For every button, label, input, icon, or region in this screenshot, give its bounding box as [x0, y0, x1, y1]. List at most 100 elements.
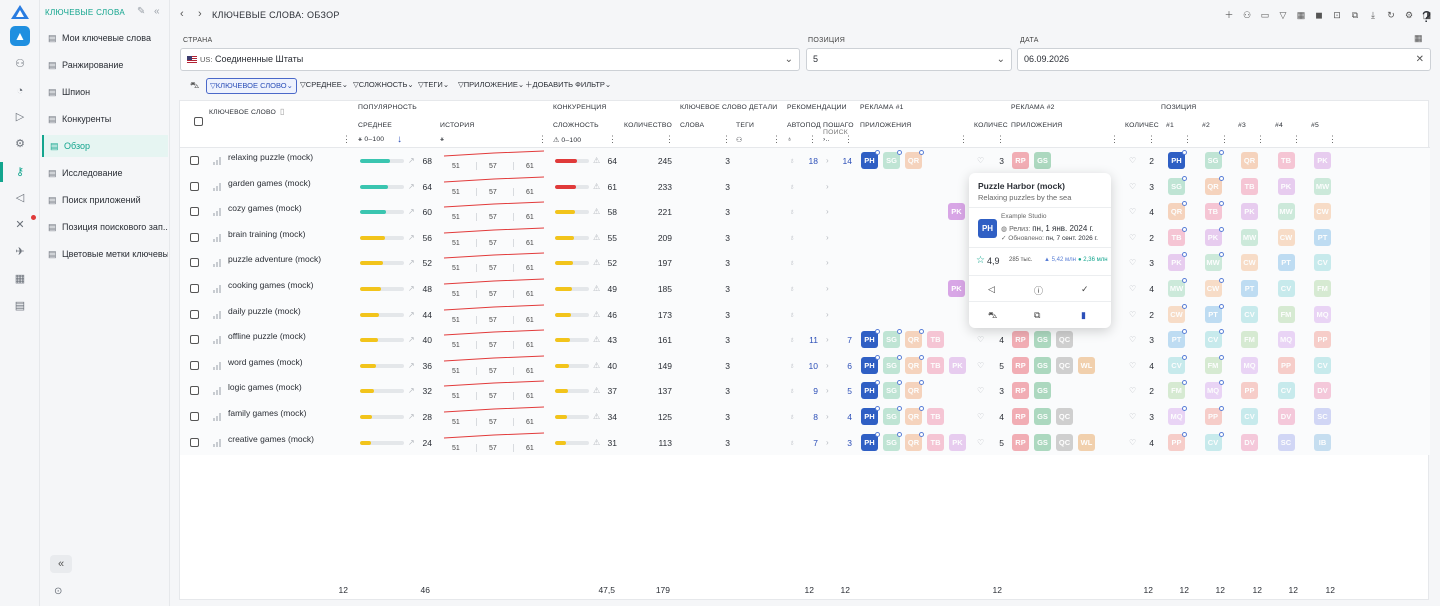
position-app-tile[interactable]: QR	[1168, 203, 1185, 221]
keyword-text[interactable]: relaxing puzzle (mock)	[228, 152, 314, 162]
row-checkbox[interactable]	[190, 386, 199, 396]
ad-app-tile[interactable]: PH	[861, 382, 878, 400]
satellite-icon[interactable]: ✈	[15, 246, 25, 258]
ad-app-tile[interactable]: TB	[927, 408, 944, 425]
ad-app-tile[interactable]: QR	[905, 408, 922, 425]
position-app-tile[interactable]: CV	[1241, 408, 1258, 425]
timer-icon[interactable]: ◔	[16, 85, 24, 97]
filter-chip[interactable]: ▽СЛОЖНОСТЬ⌄	[353, 80, 414, 89]
dashboard-icon[interactable]: ⚇	[15, 58, 25, 70]
column-menu-icon[interactable]: ⋮	[808, 134, 817, 144]
position-app-tile[interactable]: PT	[1204, 305, 1222, 323]
sidebar-item[interactable]: ▤ Исследование	[42, 162, 168, 184]
position-app-tile[interactable]: SG	[1168, 177, 1185, 195]
ad-app-tile[interactable]: QR	[905, 382, 922, 400]
position-app-tile[interactable]: PP	[1314, 331, 1331, 349]
position-app-tile[interactable]: PP	[1277, 356, 1295, 374]
position-app-tile[interactable]: PK	[1204, 228, 1222, 246]
position-app-tile[interactable]: TB	[1277, 152, 1295, 169]
ad2-app-tile[interactable]: QC	[1056, 331, 1073, 349]
column-menu-icon[interactable]: ⋮	[1147, 134, 1156, 144]
stepwise-value[interactable]: 4	[847, 412, 852, 422]
keyword-text[interactable]: creative games (mock)	[228, 433, 314, 444]
column-menu-icon[interactable]: ⋮	[1183, 134, 1192, 144]
table-row[interactable]: logic games (mock) ↗ 32 51 57 61 ⚠ 37 137 3 ♁ 9 › 5 PH…	[180, 378, 1430, 404]
autocomplete-value[interactable]: 9	[813, 386, 818, 397]
settings-icon[interactable]: ⚙	[1404, 10, 1414, 20]
store-icon[interactable]: ▭	[1260, 10, 1270, 20]
hierarchy-icon[interactable]: ⚇	[1242, 10, 1252, 20]
date-input[interactable]: 06.09.2026 ✕	[1017, 48, 1431, 71]
ad2-app-tile[interactable]: QC	[1056, 433, 1073, 451]
ad-app-tile[interactable]: SG	[883, 382, 900, 400]
position-app-tile[interactable]: CV	[1168, 356, 1185, 374]
ad-app-tile[interactable]: PH	[861, 408, 878, 425]
ad-app-tile[interactable]: QR	[905, 433, 922, 451]
position-app-tile[interactable]: CW	[1314, 203, 1331, 221]
position-app-tile[interactable]: DV	[1277, 408, 1295, 425]
focus-icon[interactable]: ⊡	[1333, 10, 1341, 20]
position-app-tile[interactable]: MQ	[1277, 331, 1295, 349]
ad-app-tile[interactable]: PK	[949, 433, 966, 451]
position-app-tile[interactable]: PP	[1241, 382, 1258, 400]
position-app-tile[interactable]: PK	[1241, 203, 1258, 221]
ad2-app-tile[interactable]: WL	[1078, 433, 1095, 451]
stepwise-value[interactable]: 7	[847, 335, 852, 346]
column-menu-icon[interactable]: ⋮	[772, 134, 781, 144]
column-menu-icon[interactable]: ⋮	[342, 134, 351, 144]
keyword-text[interactable]: family games (mock)	[228, 408, 307, 418]
position-app-tile[interactable]: MQ	[1314, 305, 1331, 323]
keyword-text[interactable]: cozy games (mock)	[228, 203, 302, 214]
sidebar-item[interactable]: ▤ Поиск приложений	[42, 189, 168, 211]
back-chevron-icon[interactable]: ‹	[180, 8, 184, 20]
ad-app-tile[interactable]: SG	[883, 408, 900, 425]
ad2-app-tile[interactable]: WL	[1078, 356, 1095, 374]
row-checkbox[interactable]	[190, 258, 199, 268]
position-app-tile[interactable]: FM	[1204, 356, 1222, 374]
position-app-tile[interactable]: CW	[1241, 254, 1258, 272]
ad2-app-tile[interactable]: QC	[1056, 356, 1073, 374]
column-menu-icon[interactable]: ⋮	[996, 134, 1005, 144]
position-app-tile[interactable]: CV	[1204, 331, 1222, 349]
column-menu-icon[interactable]: ⋮	[844, 134, 853, 144]
position-app-tile[interactable]: MW	[1314, 177, 1331, 195]
position-app-tile[interactable]: PT	[1168, 331, 1185, 349]
ad2-app-tile[interactable]: RP	[1012, 152, 1029, 169]
keyword-text[interactable]: offline puzzle (mock)	[228, 331, 306, 342]
position-app-tile[interactable]: SC	[1314, 408, 1331, 425]
car-icon[interactable]: ⛍	[190, 80, 200, 90]
table-row[interactable]: puzzle adventure (mock) ↗ 52 51 57 61 ⚠ 52 197 3 ♁…	[180, 250, 1430, 276]
ad-app-tile[interactable]: QR	[905, 152, 922, 169]
position-app-tile[interactable]: CV	[1314, 356, 1331, 374]
panel-icon[interactable]: ◨	[1422, 10, 1432, 20]
table-row[interactable]: cooking games (mock) ↗ 48 51 57 61 ⚠ 49 185 3 ♁ › PK…	[180, 276, 1430, 302]
position-app-tile[interactable]: MW	[1168, 280, 1185, 297]
info-icon[interactable]: ⓘ	[1034, 286, 1044, 296]
settings-gear-icon[interactable]: ⚙	[15, 138, 25, 150]
autocomplete-value[interactable]: 10	[808, 360, 818, 371]
copy-icon[interactable]: ⧉	[1351, 10, 1359, 20]
position-app-tile[interactable]: TB	[1241, 177, 1258, 195]
keyword-text[interactable]: garden games (mock)	[228, 177, 311, 188]
column-menu-icon[interactable]: ⋮	[665, 134, 674, 144]
help-icon[interactable]: ?	[1422, 9, 1431, 26]
stepwise-value[interactable]: 14	[842, 156, 852, 166]
position-app-tile[interactable]: PT	[1241, 280, 1258, 297]
filter-chip[interactable]: ▽СРЕДНЕЕ⌄	[300, 80, 348, 89]
ad2-app-tile[interactable]: RP	[1012, 356, 1029, 374]
keyword-text[interactable]: daily puzzle (mock)	[228, 305, 301, 316]
ad2-app-tile[interactable]: GS	[1034, 433, 1051, 451]
ad2-app-tile[interactable]: GS	[1034, 152, 1051, 169]
autocomplete-value[interactable]: 7	[813, 437, 818, 448]
position-app-tile[interactable]: PH	[1168, 152, 1185, 169]
forward-chevron-icon[interactable]: ›	[198, 8, 202, 20]
sidebar-item[interactable]: ▤ Конкуренты	[42, 108, 168, 130]
position-app-tile[interactable]: MQ	[1204, 382, 1222, 400]
column-menu-icon[interactable]: ⋮	[959, 134, 968, 144]
row-checkbox[interactable]	[190, 437, 199, 447]
position-app-tile[interactable]: MQ	[1168, 408, 1185, 425]
add-icon[interactable]: ＋	[1224, 10, 1234, 20]
position-app-tile[interactable]: DV	[1241, 433, 1258, 451]
position-app-tile[interactable]: QR	[1204, 177, 1222, 195]
clear-icon[interactable]: ✕	[1415, 54, 1424, 65]
